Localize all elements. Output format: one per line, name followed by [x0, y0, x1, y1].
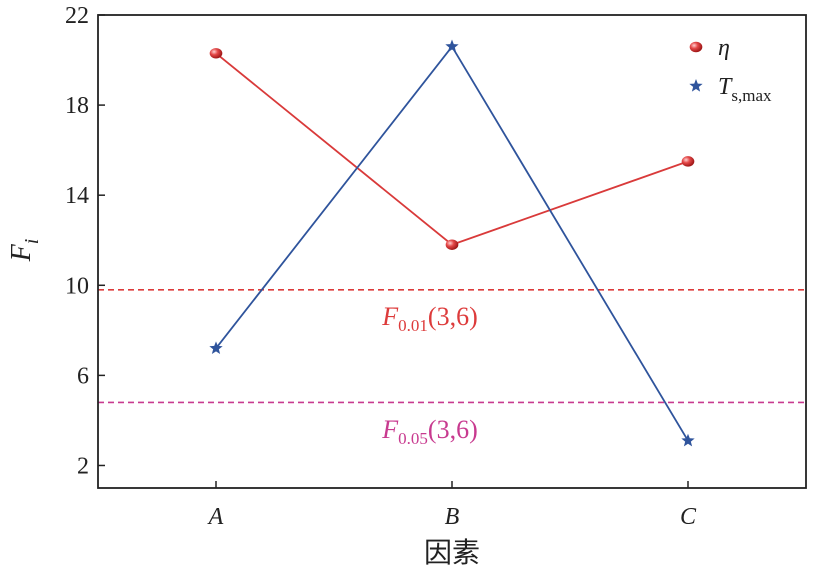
data-point-star — [209, 341, 223, 355]
reference-label-main: F — [381, 302, 399, 331]
legend-label-main: T — [718, 74, 733, 100]
y-axis-title-main: F — [6, 243, 37, 262]
x-tick-label: C — [680, 504, 697, 530]
data-point-star — [681, 433, 695, 447]
legend-label-sub: s,max — [731, 86, 772, 105]
x-tick-label: A — [207, 504, 224, 530]
x-axis-title: 因素 — [424, 537, 480, 569]
reference-label-sub: 0.05 — [398, 429, 428, 448]
y-tick-label: 2 — [77, 453, 89, 479]
data-point-sphere — [209, 48, 223, 59]
y-tick-label: 14 — [65, 183, 89, 209]
legend-label: Ts,max — [718, 74, 772, 105]
y-tick-label: 6 — [77, 363, 89, 389]
y-tick-label: 10 — [65, 273, 89, 299]
reference-line-label: F0.05(3,6) — [381, 415, 477, 448]
reference-label-sub: 0.01 — [398, 316, 428, 335]
legend-marker-sphere — [689, 41, 703, 53]
y-axis: 2 6 10 14 18 22 — [65, 3, 105, 479]
reference-label-rest: (3,6) — [428, 302, 478, 331]
data-point-sphere — [445, 239, 459, 250]
y-axis-title: Fi — [6, 239, 43, 263]
reference-label-rest: (3,6) — [428, 415, 478, 444]
series-markers — [209, 39, 695, 447]
data-point-star — [445, 39, 459, 53]
legend-label: η — [718, 35, 730, 61]
reference-lines: F0.01(3,6)F0.05(3,6) — [98, 288, 806, 448]
x-axis: A B C — [207, 481, 697, 530]
x-tick-label: B — [445, 504, 460, 530]
data-point-sphere — [681, 156, 695, 167]
reference-line-label: F0.01(3,6) — [381, 302, 477, 335]
y-tick-label: 18 — [65, 93, 89, 119]
y-axis-title-sub: i — [21, 239, 43, 245]
legend: ηTs,max — [689, 35, 772, 105]
legend-label-main: η — [718, 35, 730, 61]
y-tick-label: 22 — [65, 3, 89, 29]
legend-marker-star — [689, 79, 703, 92]
series-line — [215, 52, 689, 246]
reference-label-main: F — [381, 415, 399, 444]
